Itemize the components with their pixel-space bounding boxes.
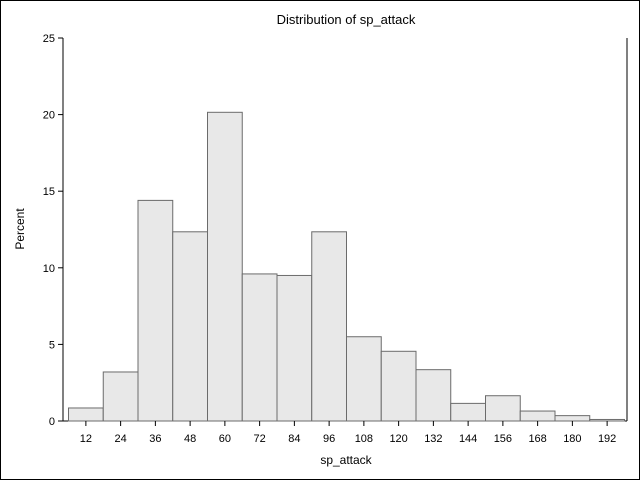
- histogram-bar: [380, 350, 417, 422]
- x-tick-label: 120: [389, 433, 407, 445]
- x-tick-label: 144: [459, 433, 477, 445]
- chart-title: Distribution of sp_attack: [277, 12, 416, 27]
- x-tick-label: 24: [115, 433, 127, 445]
- histogram-bar: [554, 415, 591, 422]
- histogram-bar: [207, 111, 243, 422]
- histogram-bar: [450, 402, 486, 422]
- x-tick-label: 96: [323, 433, 335, 445]
- y-tick-label: 0: [49, 416, 55, 428]
- histogram-bar: [241, 273, 278, 422]
- y-tick-label: 5: [49, 339, 55, 351]
- y-tick-label: 15: [43, 186, 55, 198]
- histogram-bar: [346, 336, 382, 422]
- y-axis-label: Percent: [13, 208, 27, 250]
- histogram-bar: [415, 369, 452, 422]
- histogram-bar: [172, 231, 208, 422]
- y-axis-ticks: 0 5 10 15 20 25: [43, 33, 63, 428]
- x-tick-label: 12: [80, 433, 92, 445]
- x-tick-label: 84: [288, 433, 300, 445]
- x-tick-label: 60: [219, 433, 231, 445]
- x-tick-label: 156: [494, 433, 512, 445]
- y-tick-label: 20: [43, 110, 55, 122]
- x-axis-label: sp_attack: [320, 453, 372, 467]
- x-tick-label: 168: [528, 433, 546, 445]
- x-tick-label: 48: [184, 433, 196, 445]
- histogram-bar: [311, 231, 347, 422]
- x-tick-label: 72: [254, 433, 266, 445]
- histogram-bar: [485, 395, 521, 422]
- histogram-bar: [137, 199, 174, 422]
- histogram-bar: [519, 410, 556, 422]
- histogram-bar: [589, 418, 625, 422]
- x-tick-label: 180: [563, 433, 581, 445]
- histogram-bar: [102, 371, 139, 422]
- x-tick-label: 192: [598, 433, 616, 445]
- bars: [68, 111, 625, 422]
- histogram-bar: [276, 274, 313, 422]
- x-tick-label: 108: [355, 433, 373, 445]
- x-axis-ticks: 12 24 36 48 60 72 84 96 108 120 132 144 156 168 180 192: [80, 421, 616, 445]
- histogram-bar: [68, 407, 104, 422]
- y-tick-label: 10: [43, 263, 55, 275]
- y-tick-label: 25: [43, 33, 55, 45]
- x-tick-label: 36: [149, 433, 161, 445]
- x-tick-label: 132: [424, 433, 442, 445]
